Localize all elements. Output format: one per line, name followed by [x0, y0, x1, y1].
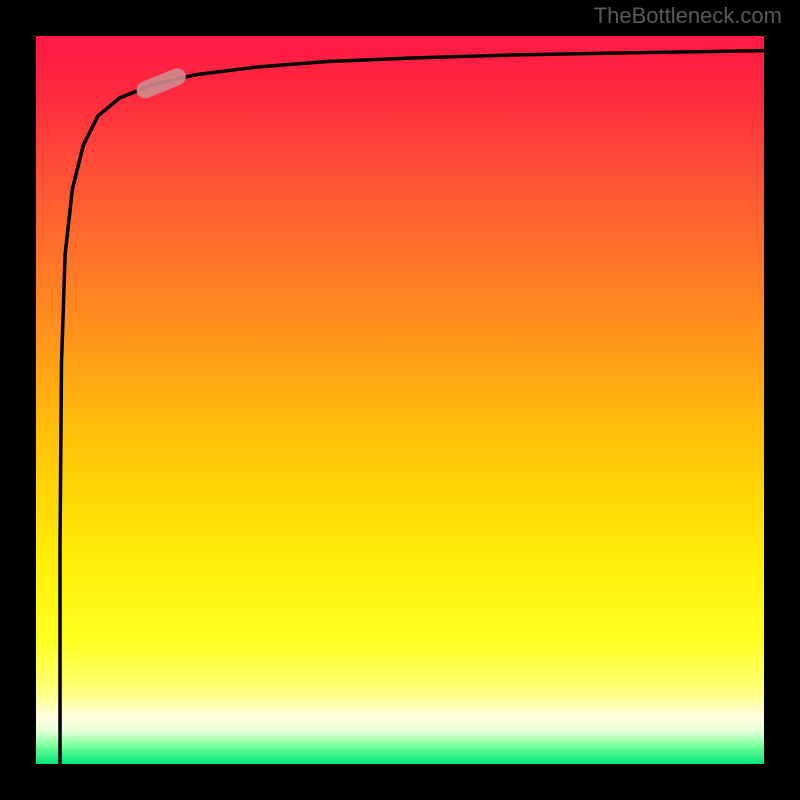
watermark-text: TheBottleneck.com — [594, 3, 782, 29]
gradient-background — [36, 36, 764, 764]
bottleneck-chart — [0, 0, 800, 800]
